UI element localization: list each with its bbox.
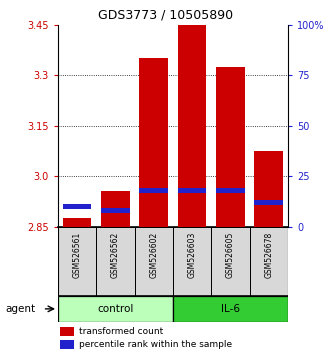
Bar xyxy=(63,218,91,227)
Bar xyxy=(58,296,173,322)
Bar xyxy=(216,67,245,227)
Text: control: control xyxy=(97,304,134,314)
Text: GSM526562: GSM526562 xyxy=(111,232,120,278)
Text: IL-6: IL-6 xyxy=(221,304,240,314)
Bar xyxy=(173,227,211,296)
Bar xyxy=(216,188,245,193)
Bar xyxy=(250,227,288,296)
Text: GSM526678: GSM526678 xyxy=(264,232,273,278)
Text: GSM526603: GSM526603 xyxy=(188,232,197,279)
Bar xyxy=(173,296,288,322)
Bar xyxy=(139,58,168,227)
Bar xyxy=(63,204,91,209)
Bar xyxy=(101,208,130,213)
Bar xyxy=(96,227,135,296)
Bar xyxy=(178,188,207,193)
Bar xyxy=(255,200,283,205)
Text: GDS3773 / 10505890: GDS3773 / 10505890 xyxy=(98,9,233,22)
Bar xyxy=(139,188,168,193)
Text: GSM526605: GSM526605 xyxy=(226,232,235,279)
Bar xyxy=(60,340,74,349)
Text: agent: agent xyxy=(5,304,35,314)
Text: GSM526602: GSM526602 xyxy=(149,232,158,278)
Text: transformed count: transformed count xyxy=(79,326,163,336)
Text: GSM526561: GSM526561 xyxy=(72,232,82,278)
Bar xyxy=(58,227,96,296)
Text: percentile rank within the sample: percentile rank within the sample xyxy=(79,340,232,349)
Bar xyxy=(101,191,130,227)
Bar xyxy=(255,151,283,227)
Bar xyxy=(60,327,74,336)
Bar xyxy=(211,227,250,296)
Bar xyxy=(178,18,207,227)
Bar xyxy=(135,227,173,296)
